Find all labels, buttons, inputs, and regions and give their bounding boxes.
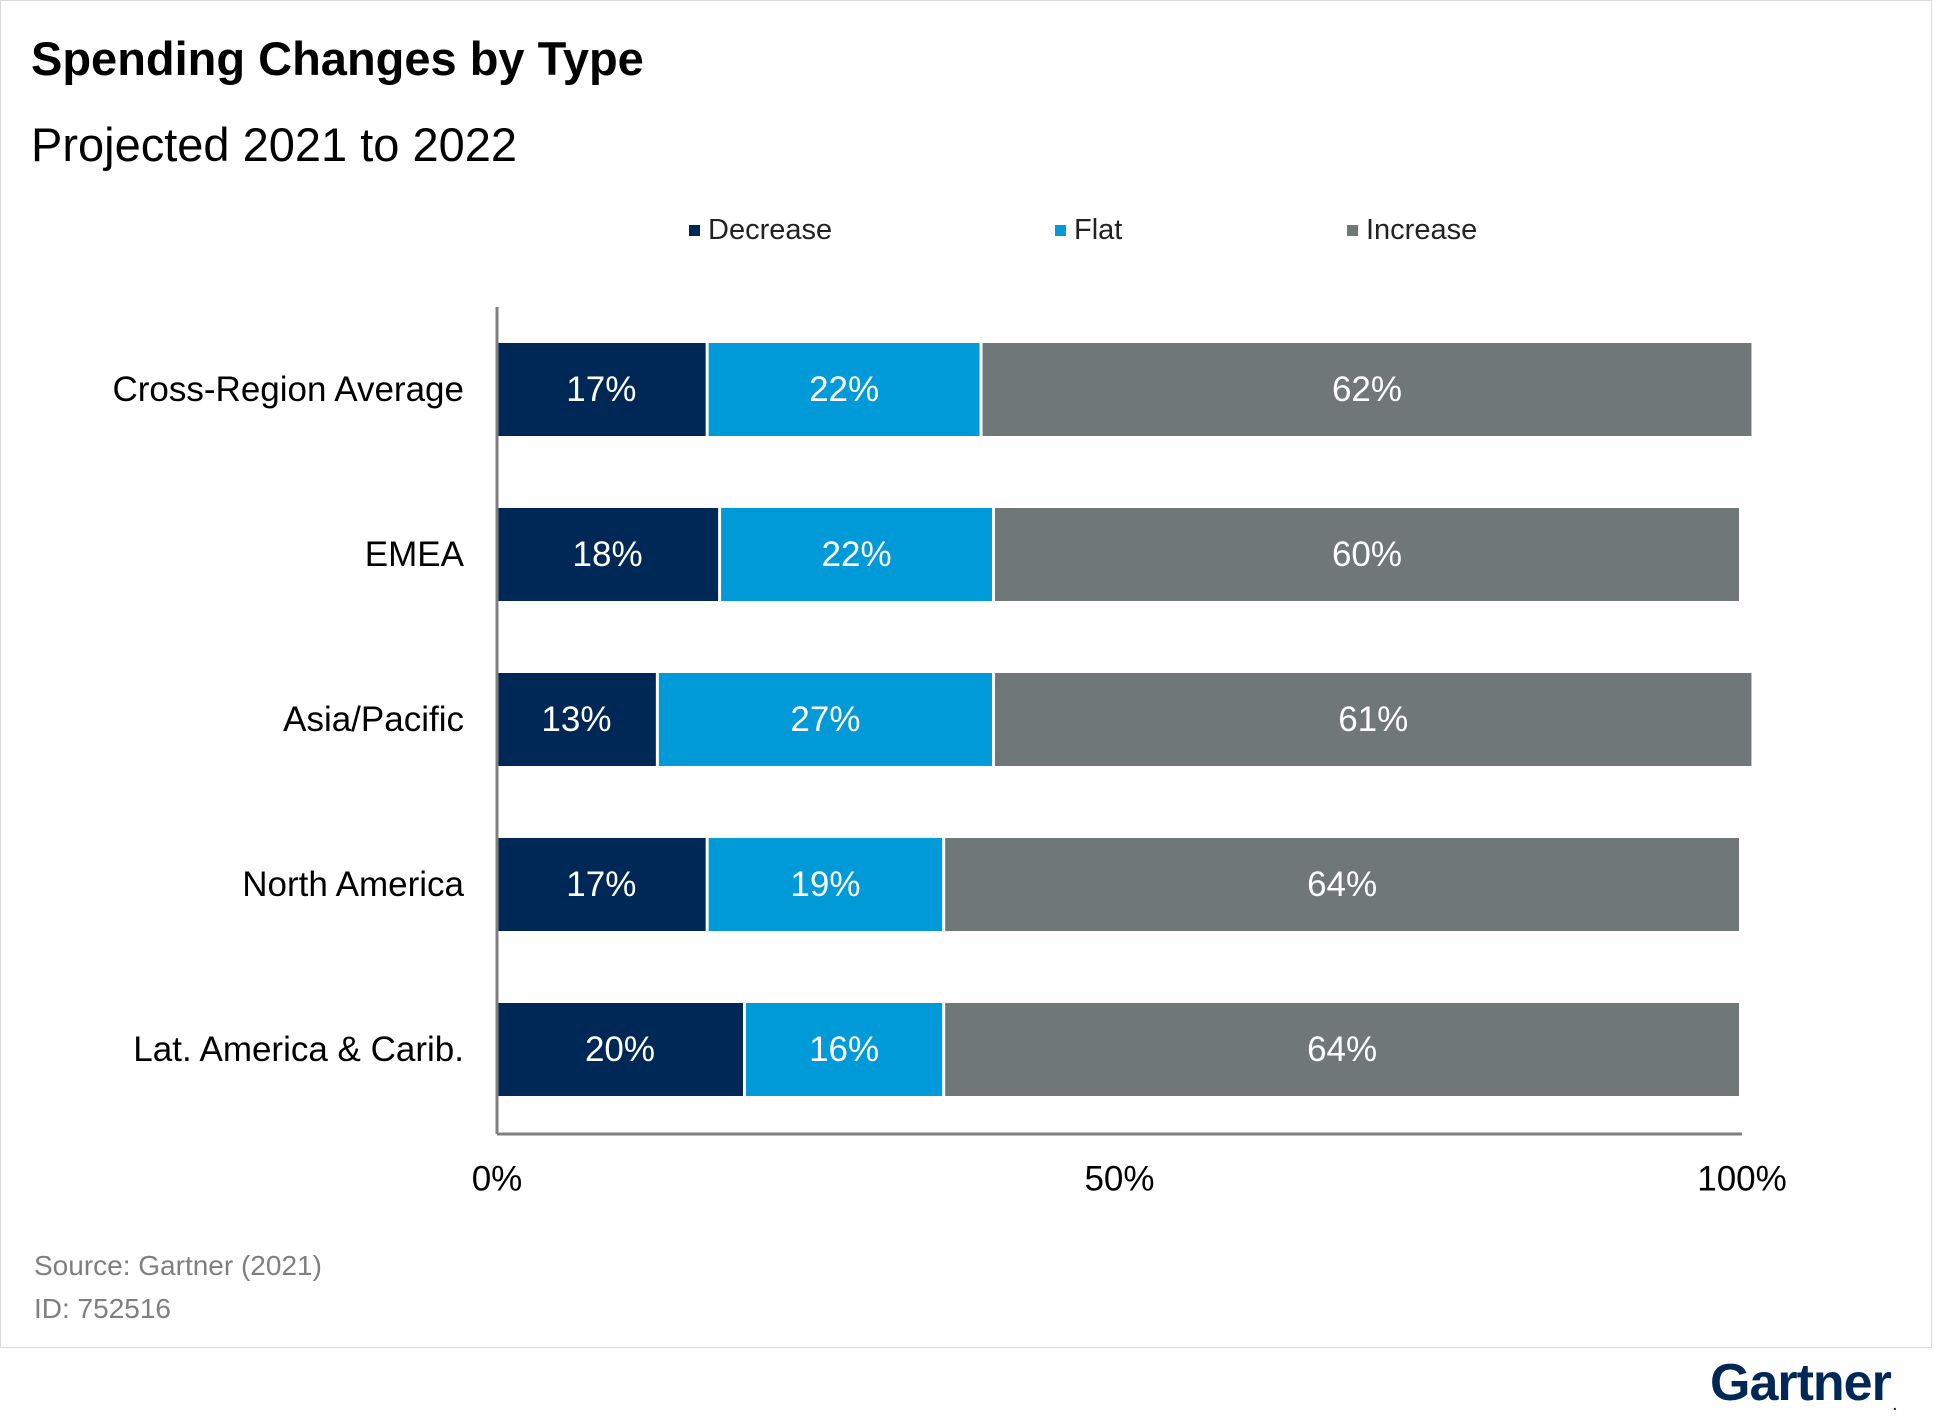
legend: Decrease Flat Increase bbox=[1, 214, 1931, 254]
x-tick-label-50: 50% bbox=[1084, 1160, 1154, 1199]
bar-flat-asia-pacific bbox=[658, 673, 992, 766]
bar-decrease-asia-pacific bbox=[497, 673, 656, 766]
data-label-flat-emea: 22% bbox=[822, 535, 892, 574]
category-label-emea: EMEA bbox=[365, 535, 465, 574]
bar-increase-north-america bbox=[945, 838, 1739, 931]
data-label-decrease-lat-america-carib: 20% bbox=[585, 1030, 655, 1069]
logo-text: Gartner bbox=[1710, 1354, 1892, 1412]
bar-increase-emea bbox=[995, 508, 1739, 601]
bar-plot: Cross-Region Average 17% 22% 62% EMEA 18% 22% 6… bbox=[113, 307, 1787, 1199]
legend-item-increase: Increase bbox=[1347, 214, 1477, 247]
bar-flat-north-america bbox=[708, 838, 943, 931]
bar-flat-lat-america-carib bbox=[746, 1003, 943, 1096]
chart-title: Spending Changes by Type bbox=[31, 32, 644, 85]
x-tick-label-100: 100% bbox=[1697, 1160, 1787, 1199]
legend-label-decrease: Decrease bbox=[708, 214, 833, 246]
legend-label-increase: Increase bbox=[1366, 214, 1478, 246]
bar-increase-asia-pacific bbox=[995, 673, 1752, 766]
data-label-decrease-emea: 18% bbox=[573, 535, 643, 574]
legend-swatch-increase bbox=[1347, 225, 1358, 236]
chart-subtitle: Projected 2021 to 2022 bbox=[31, 118, 518, 171]
category-label-north-america: North America bbox=[242, 865, 464, 904]
bar-decrease-north-america bbox=[497, 838, 706, 931]
x-tick-label-0: 0% bbox=[472, 1160, 523, 1199]
legend-label-flat: Flat bbox=[1074, 214, 1123, 246]
legend-item-decrease: Decrease bbox=[689, 214, 832, 247]
data-label-increase-emea: 60% bbox=[1332, 535, 1402, 574]
category-label-lat-america-carib: Lat. America & Carib. bbox=[133, 1030, 464, 1069]
data-label-decrease-north-america: 17% bbox=[566, 865, 636, 904]
data-label-decrease-asia-pacific: 13% bbox=[541, 700, 611, 739]
data-label-increase-cross-region-average: 62% bbox=[1332, 370, 1402, 409]
chart-card: Spending Changes by Type Projected 2021 … bbox=[0, 0, 1932, 1348]
category-label-cross-region-average: Cross-Region Average bbox=[113, 370, 465, 409]
source-note: Source: Gartner (2021) bbox=[34, 1250, 322, 1281]
gartner-logo: Gartner. bbox=[1710, 1353, 1897, 1413]
bar-increase-cross-region-average bbox=[982, 343, 1752, 436]
legend-item-flat: Flat bbox=[1055, 214, 1122, 247]
data-label-increase-north-america: 64% bbox=[1307, 865, 1377, 904]
data-label-increase-asia-pacific: 61% bbox=[1338, 700, 1408, 739]
category-label-asia-pacific: Asia/Pacific bbox=[283, 700, 464, 739]
bar-decrease-cross-region-average bbox=[497, 343, 706, 436]
bar-flat-cross-region-average bbox=[708, 343, 980, 436]
legend-swatch-decrease bbox=[689, 225, 700, 236]
data-label-flat-asia-pacific: 27% bbox=[790, 700, 860, 739]
data-label-flat-north-america: 19% bbox=[790, 865, 860, 904]
data-label-increase-lat-america-carib: 64% bbox=[1307, 1030, 1377, 1069]
bar-increase-lat-america-carib bbox=[945, 1003, 1739, 1096]
data-label-decrease-cross-region-average: 17% bbox=[566, 370, 636, 409]
bar-decrease-emea bbox=[497, 508, 719, 601]
bar-flat-emea bbox=[721, 508, 992, 601]
source-id: ID: 752516 bbox=[34, 1293, 171, 1324]
data-label-flat-cross-region-average: 22% bbox=[809, 370, 879, 409]
logo-mark: . bbox=[1892, 1397, 1897, 1413]
data-label-flat-lat-america-carib: 16% bbox=[809, 1030, 879, 1069]
legend-swatch-flat bbox=[1055, 225, 1066, 236]
bar-decrease-lat-america-carib bbox=[497, 1003, 743, 1096]
